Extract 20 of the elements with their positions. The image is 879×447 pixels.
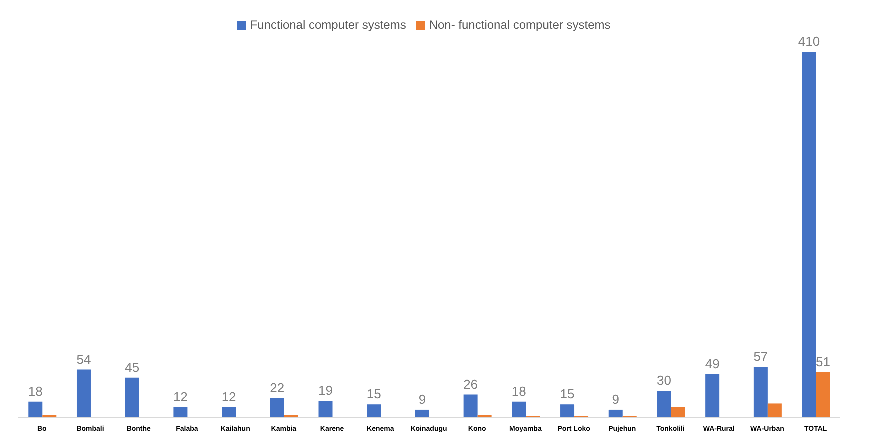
data-label: 12 [222,389,236,404]
data-label: 49 [705,356,720,372]
data-label: 12 [173,389,188,404]
legend-label: Non- functional computer systems [429,18,611,32]
data-label: 22 [270,380,285,396]
data-label: 54 [76,352,92,367]
data-label: 15 [560,386,575,402]
data-label: 9 [612,392,620,407]
data-label: 19 [318,383,333,398]
data-label: 18 [512,384,526,399]
data-label: 9 [418,392,426,407]
data-label: 410 [798,34,820,49]
data-label: 57 [754,349,768,364]
data-label: 18 [28,384,43,399]
data-label: 15 [366,386,382,402]
data-label: 45 [125,360,140,375]
data-label: 26 [464,376,478,392]
data-label: 30 [656,373,672,388]
legend-label: Functional computer systems [250,18,406,32]
data-label: 51 [816,354,831,370]
